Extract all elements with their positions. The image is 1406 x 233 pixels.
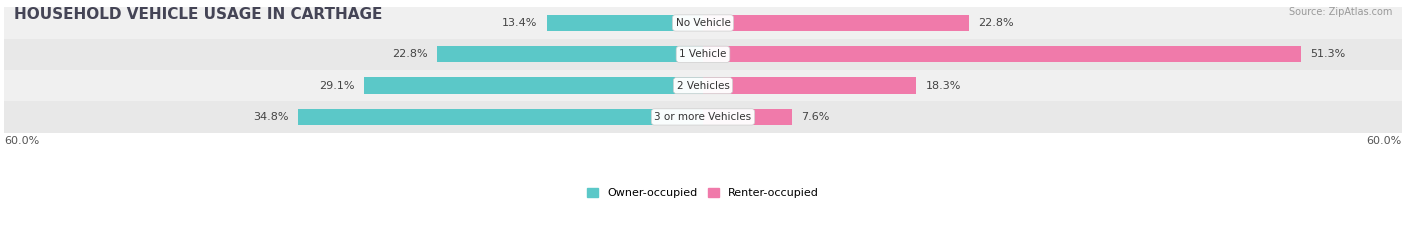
Text: 29.1%: 29.1% — [319, 81, 354, 91]
Text: 18.3%: 18.3% — [925, 81, 960, 91]
Legend: Owner-occupied, Renter-occupied: Owner-occupied, Renter-occupied — [582, 183, 824, 202]
Text: 34.8%: 34.8% — [253, 112, 288, 122]
Bar — [364, 77, 703, 94]
Bar — [4, 7, 1402, 39]
Bar — [4, 101, 1402, 133]
Text: 51.3%: 51.3% — [1310, 49, 1346, 59]
Text: HOUSEHOLD VEHICLE USAGE IN CARTHAGE: HOUSEHOLD VEHICLE USAGE IN CARTHAGE — [14, 7, 382, 22]
Text: No Vehicle: No Vehicle — [675, 18, 731, 28]
Text: 3 or more Vehicles: 3 or more Vehicles — [654, 112, 752, 122]
Bar — [703, 46, 1301, 62]
Bar — [547, 15, 703, 31]
Bar — [703, 15, 969, 31]
Bar — [298, 109, 703, 125]
Bar — [703, 109, 792, 125]
Text: 7.6%: 7.6% — [801, 112, 830, 122]
Text: Source: ZipAtlas.com: Source: ZipAtlas.com — [1288, 7, 1392, 17]
Bar — [4, 70, 1402, 101]
Text: 60.0%: 60.0% — [4, 136, 39, 146]
Text: 22.8%: 22.8% — [392, 49, 427, 59]
Text: 2 Vehicles: 2 Vehicles — [676, 81, 730, 91]
Bar — [4, 39, 1402, 70]
Text: 60.0%: 60.0% — [1367, 136, 1402, 146]
Text: 1 Vehicle: 1 Vehicle — [679, 49, 727, 59]
Text: 13.4%: 13.4% — [502, 18, 537, 28]
Bar — [437, 46, 703, 62]
Text: 22.8%: 22.8% — [979, 18, 1014, 28]
Bar — [703, 77, 917, 94]
